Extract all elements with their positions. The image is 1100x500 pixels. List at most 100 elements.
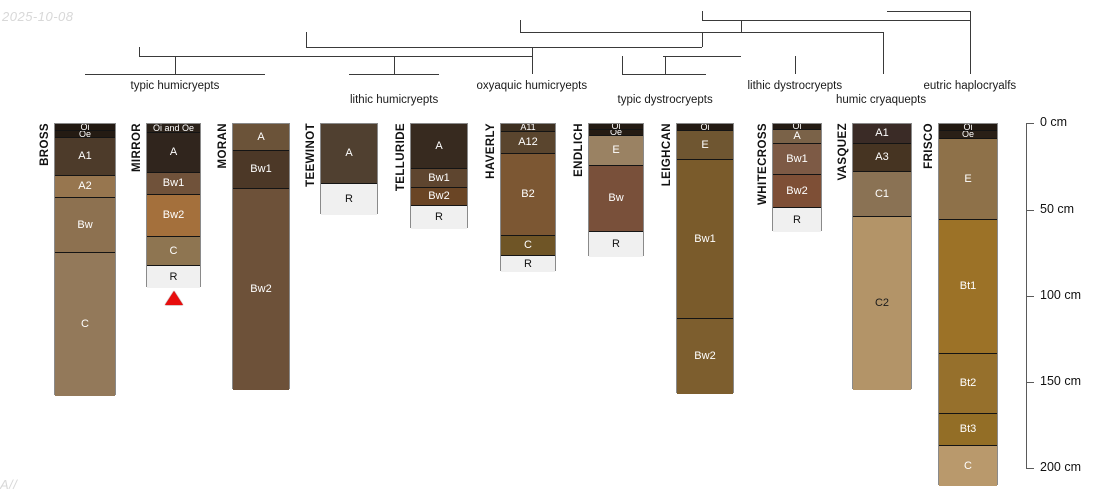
soil-horizon[interactable]: E [939,139,997,220]
soil-horizon[interactable]: C [147,237,200,266]
soil-horizon[interactable]: Oi [939,124,997,131]
soil-horizon[interactable]: A12 [501,132,555,154]
taxonomy-label: eutric haplocryalfs [923,80,1017,92]
soil-horizon[interactable]: A1 [853,124,911,144]
profile-column[interactable]: A1 A3 C1 C2 [852,123,912,390]
horizon-label: Bw [608,192,624,204]
soil-horizon[interactable]: Bw1 [147,173,200,195]
soil-horizon[interactable]: Oe [589,130,643,136]
soil-horizon[interactable]: R [321,184,377,215]
horizon-label: Bw2 [162,209,185,221]
dendrogram-branch-v [883,32,884,74]
profile-name-label: HAVERLY [485,123,497,179]
horizon-label: Bw2 [786,184,808,197]
profile-name-label: BROSS [39,123,51,166]
soil-horizon[interactable]: C [939,446,997,486]
soil-horizon[interactable]: A11 [501,124,555,132]
profile-column[interactable]: Oi Oe E Bw R [588,123,644,257]
horizon-label: C1 [874,187,890,200]
soil-horizon[interactable]: Bw2 [411,188,467,206]
soil-horizon[interactable]: Bt1 [939,220,997,354]
dendrogram-branch-v [795,56,796,74]
soil-horizon[interactable]: Oe [55,131,115,138]
soil-horizon[interactable]: R [589,232,643,257]
horizon-label: A12 [518,136,538,148]
soil-horizon[interactable]: B2 [501,154,555,236]
soil-horizon[interactable]: Bw1 [677,160,733,319]
soil-horizon[interactable]: A [233,124,289,151]
dendrogram-branch-v [520,20,521,32]
dendrogram-branch-v [702,32,703,47]
soil-horizon[interactable]: C [55,253,115,396]
soil-horizon[interactable]: R [501,256,555,272]
profile-column[interactable]: A11 A12 B2 C R [500,123,556,272]
soil-horizon[interactable]: Bw2 [233,189,289,390]
profile-column[interactable]: Oi and Oe A Bw1 Bw2 C R [146,123,201,288]
soil-horizon[interactable]: Bw2 [147,195,200,237]
soil-horizon[interactable]: R [411,206,467,229]
horizon-label: R [345,193,353,205]
profile-name-label: MORAN [217,123,229,169]
soil-horizon[interactable]: A2 [55,176,115,198]
horizon-label: Oi and Oe [152,124,195,133]
soil-horizon[interactable]: A3 [853,144,911,172]
horizon-label: Oe [78,131,91,138]
soil-horizon[interactable]: C1 [853,172,911,217]
soil-horizon[interactable]: Oi [55,124,115,131]
soil-horizon[interactable]: E [677,131,733,160]
profile-name-label: ENDLICH [573,123,585,177]
soil-horizon[interactable]: C2 [853,217,911,390]
soil-horizon[interactable]: Bw1 [233,151,289,189]
horizon-label: Bw [77,218,93,231]
soil-horizon[interactable]: Bt2 [939,354,997,414]
dendrogram-branch-v [175,56,176,74]
horizon-label: B2 [521,188,535,200]
soil-horizon[interactable]: A [773,130,821,144]
soil-horizon[interactable]: R [773,208,821,232]
profile-column[interactable]: Oi Oe E Bt1 Bt2 Bt3 C [938,123,998,486]
horizon-label: R [524,257,532,270]
profile-column[interactable]: Oi E Bw1 Bw2 [676,123,734,394]
profile-name-label: TEEWINOT [305,123,317,187]
horizon-label: Oi [963,124,973,131]
soil-horizon[interactable]: A [147,133,200,173]
profile-column[interactable]: A Bw1 Bw2 [232,123,290,390]
soil-horizon[interactable]: Oi [773,124,821,130]
soil-horizon[interactable]: Oi and Oe [147,124,200,133]
dendrogram-branch-v [532,47,533,74]
horizon-label: Oi [611,124,621,130]
watermark-footer: A// [0,477,18,492]
dendrogram-branch-v [306,32,307,47]
soil-horizon[interactable]: Bw [55,198,115,253]
soil-horizon[interactable]: Bw1 [411,169,467,188]
soil-horizon[interactable]: Bw [589,166,643,232]
depth-tick [1026,296,1034,297]
profile-column[interactable]: Oi A Bw1 Bw2 R [772,123,822,232]
profile-column[interactable]: Oi Oe A1 A2 Bw C [54,123,116,396]
soil-horizon[interactable]: C [501,236,555,256]
soil-horizon[interactable]: Bw2 [677,319,733,394]
soil-horizon[interactable]: A [321,124,377,184]
soil-horizon[interactable]: Bt3 [939,414,997,446]
horizon-label: A [793,130,801,142]
horizon-label: R [612,238,620,250]
soil-horizon[interactable]: Bw2 [773,175,821,208]
soil-horizon[interactable]: Oe [939,131,997,139]
depth-axis-line [1026,123,1027,468]
horizon-label: Oe [609,130,622,136]
soil-horizon[interactable]: E [589,136,643,166]
profile-name-label: TELLURIDE [395,123,407,192]
soil-horizon[interactable]: Oi [677,124,733,131]
taxonomy-label: typic humicryepts [130,80,220,92]
soil-horizon[interactable]: Bw1 [773,144,821,175]
taxonomy-label: typic dystrocryepts [617,94,713,106]
soil-horizon[interactable]: A1 [55,138,115,176]
dendrogram-branch-h [622,74,706,75]
horizon-label: E [701,138,709,151]
soil-horizon[interactable]: R [147,266,200,288]
soil-horizon[interactable]: A [411,124,467,169]
soil-horizon[interactable]: Oi [589,124,643,130]
dendrogram-branch-h [306,47,702,48]
profile-column[interactable]: A Bw1 Bw2 R [410,123,468,229]
